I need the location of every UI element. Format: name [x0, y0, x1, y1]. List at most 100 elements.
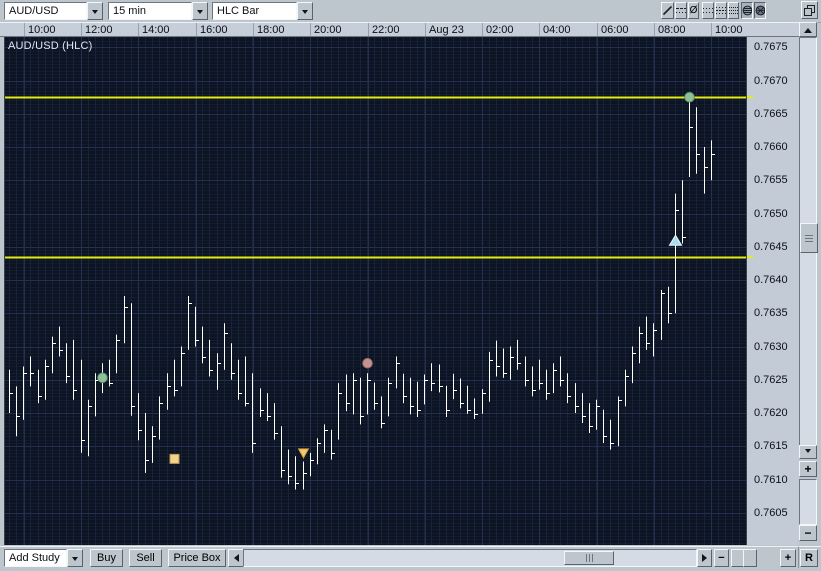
- grid-medium-icon: [716, 7, 726, 14]
- time-axis-tick: [482, 23, 483, 36]
- vertical-scroll-track[interactable]: [799, 37, 818, 459]
- chart-type-dropdown-button[interactable]: [297, 2, 313, 20]
- cascade-windows-icon: [804, 4, 815, 16]
- horizontal-scroll-thumb[interactable]: [564, 551, 614, 565]
- interval-dropdown-button[interactable]: [192, 2, 208, 20]
- price-axis-label: 0.7660: [754, 141, 788, 153]
- no-line-tool-button[interactable]: Ø: [688, 2, 699, 19]
- time-axis-label: Aug 23: [429, 24, 464, 36]
- time-axis-tick: [597, 23, 598, 36]
- time-axis-label: 10:00: [715, 24, 743, 36]
- grid-style-1-button[interactable]: [702, 2, 714, 19]
- price-axis-label: 0.7675: [754, 41, 788, 53]
- vertical-scroll-thumb[interactable]: [800, 223, 818, 253]
- time-axis-label: 02:00: [486, 24, 514, 36]
- time-axis-tick: [310, 23, 311, 36]
- hline-notch: [747, 96, 753, 98]
- interval-value[interactable]: 15 min: [108, 2, 192, 20]
- price-axis-label: 0.7650: [754, 208, 788, 220]
- symbol-dropdown[interactable]: AUD/USD: [4, 2, 103, 20]
- time-axis-label: 08:00: [658, 24, 686, 36]
- thumb-grip-icon: [805, 234, 813, 242]
- price-axis-label: 0.7625: [754, 374, 788, 386]
- dashed-line-icon: [676, 8, 686, 13]
- price-axis-label: 0.7655: [754, 174, 788, 186]
- dashed-line-tool-button[interactable]: [675, 2, 687, 19]
- interval-dropdown[interactable]: 15 min: [108, 2, 208, 20]
- pan-left-button[interactable]: [228, 549, 244, 567]
- time-axis-tick: [711, 23, 712, 36]
- grid-style-2-button[interactable]: [715, 2, 727, 19]
- top-toolbar: AUD/USD 15 min HLC Bar Ø: [0, 0, 821, 23]
- chevron-down-icon: [302, 9, 308, 17]
- price-axis-label: 0.7615: [754, 440, 788, 452]
- arrow-up-icon: [804, 24, 812, 33]
- price-axis-label: 0.7620: [754, 407, 788, 419]
- bottom-toolbar: Add Study Buy Sell Price Box − +: [0, 546, 799, 568]
- time-axis-tick: [539, 23, 540, 36]
- price-axis-label: 0.7610: [754, 474, 788, 486]
- left-margin: [0, 37, 5, 545]
- time-axis-label: 20:00: [314, 24, 342, 36]
- time-axis-tick: [253, 23, 254, 36]
- price-axis-label: 0.7645: [754, 241, 788, 253]
- price-chart-canvas[interactable]: [5, 37, 746, 545]
- chart-type-value[interactable]: HLC Bar: [212, 2, 297, 20]
- horizontal-scroll-track[interactable]: [243, 549, 697, 567]
- chart-area[interactable]: AUD/USD (HLC): [5, 37, 746, 545]
- horizontal-zoom-out-button[interactable]: −: [714, 549, 729, 567]
- vertical-zoom-track: [799, 479, 817, 525]
- time-axis-label: 12:00: [85, 24, 113, 36]
- trendline-tool-button[interactable]: [661, 2, 674, 19]
- grid-sparse-icon: [703, 8, 713, 13]
- chart-title: AUD/USD (HLC): [8, 40, 93, 52]
- price-axis-label: 0.7605: [754, 507, 788, 519]
- time-axis-label: 14:00: [142, 24, 170, 36]
- time-axis-label: 10:00: [28, 24, 56, 36]
- time-axis-tick: [138, 23, 139, 36]
- sell-button[interactable]: Sell: [129, 549, 162, 567]
- globe-lined-icon: [742, 5, 752, 16]
- price-axis-label: 0.7635: [754, 307, 788, 319]
- add-study-value[interactable]: Add Study: [4, 549, 67, 567]
- arrow-right-icon: [701, 554, 711, 562]
- price-axis-label: 0.7670: [754, 75, 788, 87]
- globe-hatched-icon: [755, 5, 765, 16]
- time-axis-label: 06:00: [601, 24, 629, 36]
- vertical-zoom-out-button[interactable]: −: [799, 525, 817, 541]
- cascade-windows-button[interactable]: [801, 1, 818, 19]
- grid-style-3-button[interactable]: [728, 2, 739, 19]
- time-axis-tick: [425, 23, 426, 36]
- time-axis-label: 04:00: [543, 24, 571, 36]
- add-study-dropdown[interactable]: Add Study: [4, 549, 83, 567]
- symbol-value[interactable]: AUD/USD: [4, 2, 87, 20]
- horizontal-zoom-in-button[interactable]: +: [780, 549, 796, 567]
- price-axis-label: 0.7630: [754, 341, 788, 353]
- reset-button[interactable]: R: [800, 549, 818, 567]
- price-box-button[interactable]: Price Box: [168, 549, 226, 567]
- time-axis-tick: [196, 23, 197, 36]
- add-study-dropdown-button[interactable]: [67, 549, 83, 567]
- chart-type-dropdown[interactable]: HLC Bar: [212, 2, 313, 20]
- time-axis-label: 18:00: [257, 24, 285, 36]
- buy-button[interactable]: Buy: [90, 549, 123, 567]
- symbol-dropdown-button[interactable]: [87, 2, 103, 20]
- scroll-down-button[interactable]: [799, 445, 817, 459]
- thumb-grip-icon: [585, 554, 593, 562]
- pan-right-button[interactable]: [697, 549, 712, 567]
- chevron-down-icon: [72, 556, 78, 564]
- scroll-up-button[interactable]: [799, 22, 817, 37]
- globe-hatched-button[interactable]: [754, 2, 766, 19]
- globe-lined-button[interactable]: [741, 2, 753, 19]
- trendline-icon: [662, 5, 673, 16]
- price-axis[interactable]: 0.7675 0.7670 0.7665 0.7660 0.7655 0.7650 0.76…: [746, 37, 799, 545]
- arrow-left-icon: [230, 554, 239, 562]
- time-axis[interactable]: 10:00 12:00 14:00 16:00 18:00 20:00 22:00 Aug 2…: [0, 22, 746, 37]
- time-axis-label: 16:00: [200, 24, 228, 36]
- scroll-segment: [743, 549, 757, 567]
- empty-set-icon: Ø: [689, 5, 698, 16]
- time-axis-tick: [24, 23, 25, 36]
- reset-cell: R: [799, 546, 821, 568]
- vertical-zoom-in-button[interactable]: +: [799, 461, 817, 477]
